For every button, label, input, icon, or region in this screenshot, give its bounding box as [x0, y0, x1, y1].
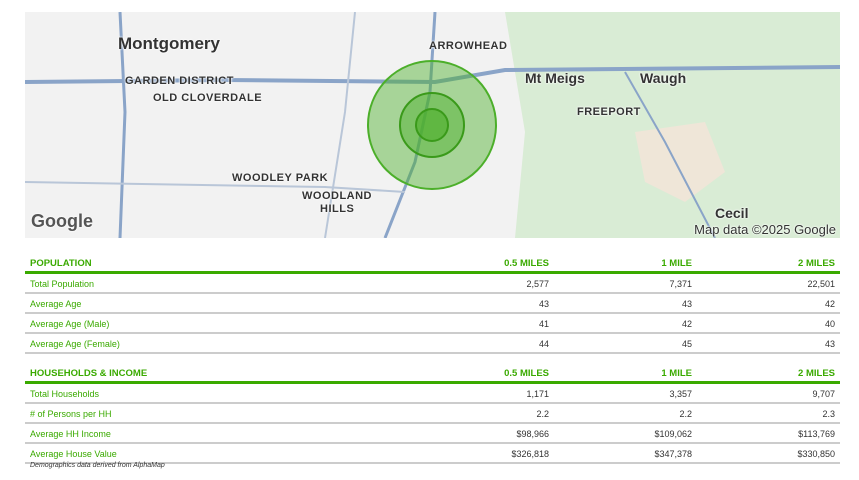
table-row: # of Persons per HH 2.2 2.2 2.3 [25, 404, 840, 424]
row-value: $98,966 [516, 429, 549, 439]
households-table: HOUSEHOLDS & INCOME 0.5 MILES 1 MILE 2 M… [25, 363, 840, 464]
map-label: Waugh [640, 70, 687, 86]
column-header: 0.5 MILES [504, 368, 549, 379]
row-value: 42 [681, 319, 692, 329]
row-value: $330,850 [797, 449, 835, 459]
row-value: 2.2 [679, 409, 692, 419]
row-label: Total Population [30, 279, 95, 289]
row-label: Average House Value [30, 449, 117, 459]
row-value: 22,501 [807, 279, 835, 289]
google-logo: Google [31, 211, 93, 231]
row-value: 2.3 [822, 409, 835, 419]
row-label: Average HH Income [30, 429, 111, 439]
row-value: 2.2 [536, 409, 549, 419]
column-header: 1 MILE [661, 258, 692, 269]
row-value: 43 [538, 299, 549, 309]
row-value: 7,371 [669, 279, 692, 289]
column-header: 2 MILES [798, 258, 835, 269]
column-header: 0.5 MILES [504, 258, 549, 269]
map-label: WOODLEY PARK [232, 172, 329, 184]
radius-map[interactable]: Montgomery GARDEN DISTRICT OLD CLOVERDAL… [25, 12, 840, 238]
map-canvas [25, 12, 840, 238]
row-value: 40 [824, 319, 835, 329]
row-value: 42 [824, 299, 835, 309]
section-title: HOUSEHOLDS & INCOME [30, 368, 148, 379]
map-label: OLD CLOVERDALE [153, 92, 263, 104]
table-row: Average House Value $326,818 $347,378 $330,… [25, 444, 840, 464]
row-value: 44 [538, 339, 549, 349]
table-header: HOUSEHOLDS & INCOME 0.5 MILES 1 MILE 2 M… [25, 363, 840, 384]
column-header: 1 MILE [661, 368, 692, 379]
row-value: 41 [538, 319, 549, 329]
row-value: $326,818 [511, 449, 549, 459]
map-label: Mt Meigs [525, 70, 585, 86]
row-value: 43 [681, 299, 692, 309]
table-row: Total Population 2,577 7,371 22,501 [25, 274, 840, 294]
row-value: 1,171 [526, 389, 549, 399]
table-header: POPULATION 0.5 MILES 1 MILE 2 MILES [25, 253, 840, 274]
map-label: HILLS [320, 203, 355, 215]
row-value: 43 [824, 339, 835, 349]
row-value: 9,707 [812, 389, 835, 399]
row-label: Average Age (Female) [30, 339, 120, 349]
map-label: GARDEN DISTRICT [125, 75, 234, 87]
map-attribution[interactable]: Map data ©2025 Google [694, 222, 836, 237]
row-value: $113,769 [798, 429, 835, 439]
row-value: 2,577 [526, 279, 549, 289]
footnote: Demographics data derived from AlphaMap [30, 462, 165, 469]
row-label: # of Persons per HH [30, 409, 112, 419]
map-label: FREEPORT [577, 106, 641, 118]
section-title: POPULATION [30, 258, 92, 269]
table-row: Average Age (Male) 41 42 40 [25, 314, 840, 334]
table-row: Average Age 43 43 42 [25, 294, 840, 314]
row-value: 3,357 [669, 389, 692, 399]
map-label: Cecil [715, 205, 749, 221]
column-header: 2 MILES [798, 368, 835, 379]
table-row: Total Households 1,171 3,357 9,707 [25, 384, 840, 404]
population-table: POPULATION 0.5 MILES 1 MILE 2 MILES Tota… [25, 253, 840, 354]
map-label: Montgomery [118, 34, 220, 53]
radius-half-mile [415, 108, 449, 142]
row-label: Average Age [30, 299, 82, 309]
table-row: Average Age (Female) 44 45 43 [25, 334, 840, 354]
row-value: $347,378 [654, 449, 692, 459]
table-row: Average HH Income $98,966 $109,062 $113,769 [25, 424, 840, 444]
map-label: WOODLAND [302, 190, 372, 202]
row-value: $109,062 [654, 429, 692, 439]
row-label: Total Households [30, 389, 100, 399]
row-label: Average Age (Male) [30, 319, 110, 329]
row-value: 45 [681, 339, 692, 349]
map-label: ARROWHEAD [429, 40, 508, 52]
